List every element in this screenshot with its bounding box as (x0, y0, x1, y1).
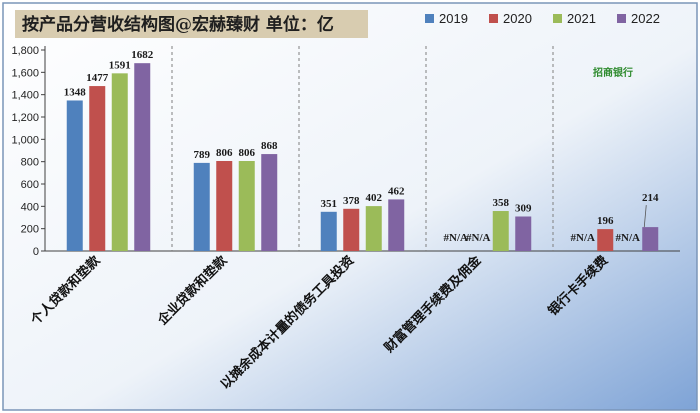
data-label: 196 (597, 215, 614, 227)
legend-label: 2021 (567, 11, 596, 26)
legend-label: 2022 (631, 11, 660, 26)
data-label: 789 (194, 149, 211, 161)
bar (261, 154, 278, 251)
bar (216, 160, 233, 251)
legend-swatch (489, 14, 498, 23)
bar (111, 73, 128, 251)
legend-label: 2020 (503, 11, 532, 26)
y-tick-label: 1,800 (11, 45, 39, 57)
bar (642, 227, 659, 251)
y-tick-label: 200 (21, 224, 39, 236)
data-label: 214 (642, 192, 659, 204)
category-separators (171, 46, 554, 251)
data-label: #N/A (466, 232, 491, 244)
y-tick-label: 1,600 (11, 67, 39, 79)
bar (597, 229, 614, 251)
legend-item: 2019 (425, 11, 468, 26)
y-tick-label: 800 (21, 157, 39, 169)
bar (193, 162, 210, 251)
data-label: 1477 (86, 72, 109, 84)
data-label: 351 (321, 198, 338, 210)
data-label: #N/A (571, 232, 596, 244)
bar (492, 211, 509, 251)
y-tick-label: 400 (21, 201, 39, 213)
data-label: 1682 (131, 49, 154, 61)
legend: 2019 2020 2021 2022 (425, 11, 660, 26)
chart-title: 按产品分营收结构图@宏赫臻财 单位：亿 (22, 14, 334, 35)
bar (388, 199, 405, 251)
bar (66, 100, 83, 252)
bar (320, 211, 337, 251)
bar (365, 206, 382, 251)
y-tick-label: 1,400 (11, 90, 39, 102)
data-label: 378 (343, 195, 360, 207)
y-tick-label: 0 (33, 246, 39, 258)
legend-label: 2019 (439, 11, 468, 26)
leader-line (643, 205, 647, 228)
bar (134, 63, 151, 251)
y-axis: 0 200 400 600 800 1,000 1,200 1,400 1,600 1,800 (11, 45, 680, 258)
y-tick-label: 1,200 (11, 112, 39, 124)
legend-item: 2022 (617, 11, 660, 26)
watermark-text: 招商银行 (593, 66, 633, 79)
data-label: #N/A (616, 232, 641, 244)
data-label: 806 (216, 147, 233, 159)
data-label: #N/A (444, 232, 469, 244)
y-tick-label: 600 (21, 179, 39, 191)
data-label: 402 (366, 192, 383, 204)
legend-swatch (553, 14, 562, 23)
data-label: 358 (493, 197, 510, 209)
legend-swatch (425, 14, 434, 23)
legend-item: 2021 (553, 11, 596, 26)
bar (89, 86, 106, 252)
data-label: 462 (388, 185, 405, 197)
bar (238, 160, 255, 251)
y-tick-label: 1,000 (11, 134, 39, 146)
legend-swatch (617, 14, 626, 23)
data-label: 1348 (64, 86, 87, 98)
data-label: 309 (515, 202, 532, 214)
data-label: 806 (239, 147, 256, 159)
bar (515, 216, 532, 251)
data-label: 1591 (109, 59, 131, 71)
bar (343, 208, 360, 251)
title-box (15, 10, 368, 38)
data-label: 868 (261, 140, 278, 152)
bars (66, 63, 659, 252)
legend-item: 2020 (489, 11, 532, 26)
